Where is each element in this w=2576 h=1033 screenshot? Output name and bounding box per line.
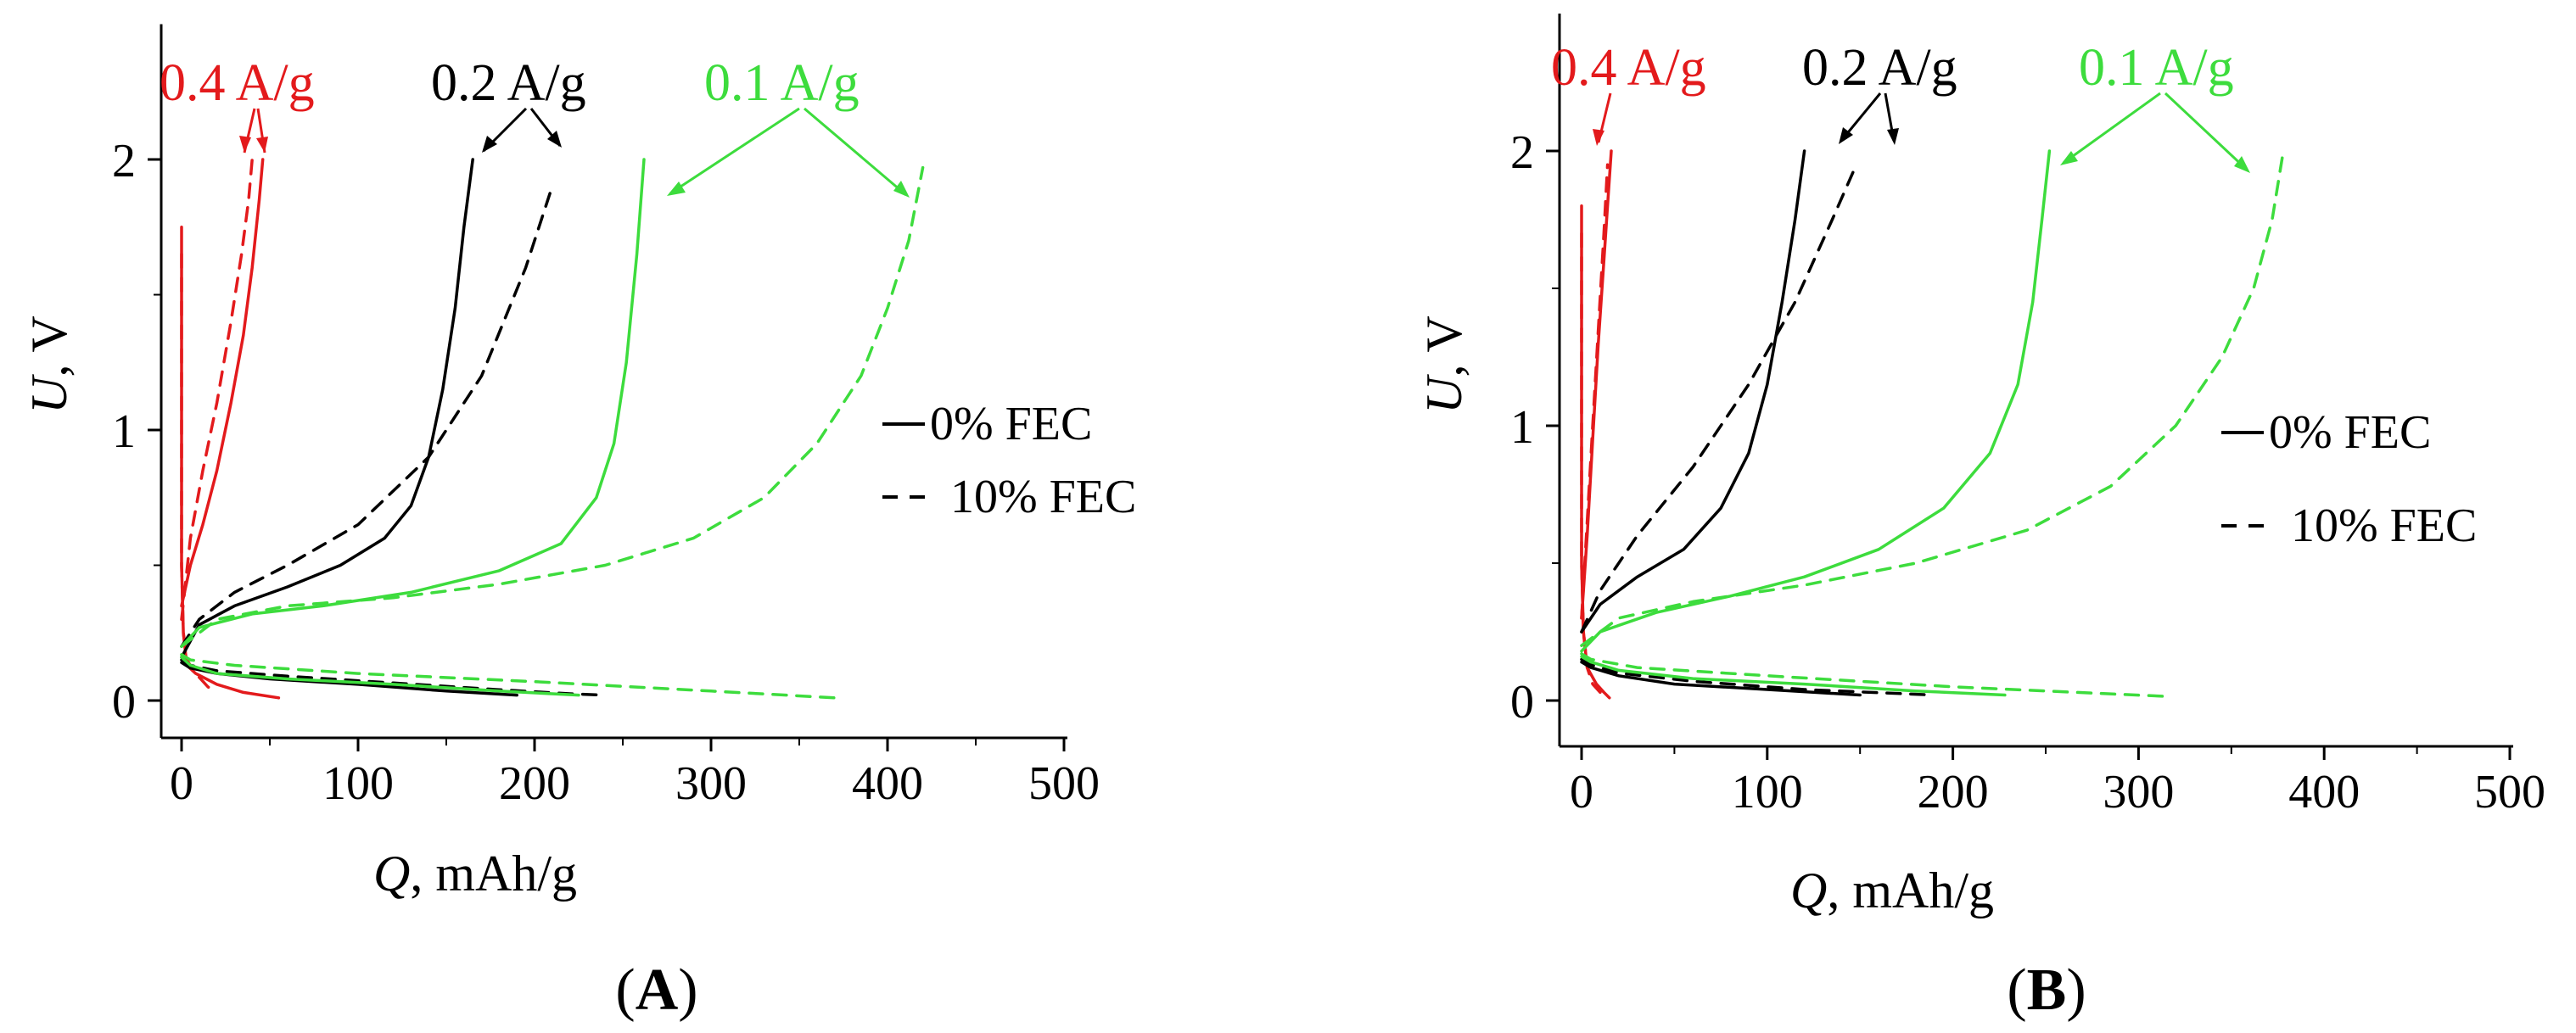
panel-b-arrowhead-black-dashed [1887,128,1899,145]
panel-b-x-tick-label: 200 [1918,766,1989,818]
panel-b-annotation-0-1: 0.1 A/g [2079,39,2234,97]
panel-a-series-01-fec0-9 [180,158,646,648]
panel-b-series-01-fec10-11 [1580,149,2285,647]
panel-a-legend-dashed-label: 10% FEC [950,471,1136,523]
panel-b-series-01-fec0-8 [1580,655,2007,697]
panel-a-arrowhead-red-dashed [256,137,268,153]
panel-b-y-tick-label: 1 [1510,401,1534,454]
panel-b-arrowhead-black-solid [1839,127,1853,144]
panel-a-x-tick-label: 200 [499,757,570,810]
panel-a-arrowhead-black-dashed [547,131,562,148]
panel-b-ticks: 0 100 200 300 400 500 0 1 2 [1510,126,2545,818]
panel-b-x-tick-label: 400 [2288,766,2360,818]
panel-a-series-04-fec0-0 [180,226,281,700]
panel-b-legend-dashed-label: 10% FEC [2291,500,2477,552]
panel-b-arrow-green-solid [2063,92,2161,165]
panel-a-annotations: 0.4 A/g 0.2 A/g 0.1 A/g [160,54,910,198]
panel-a-arrowhead-red-solid [239,136,251,153]
panel-b-legend-solid-label: 0% FEC [2269,406,2431,459]
panel-b-chart: 0 100 200 300 400 500 0 1 2 Q, mAh/g U, V 0% FEC… [1416,14,2545,1023]
panel-a-y-tick-label: 1 [112,405,136,458]
panel-a-annotation-0-2: 0.2 A/g [431,54,586,112]
panel-b-arrowhead-red [1593,129,1604,146]
panel-b-series-04-fec10-2 [1580,232,1602,695]
panel-a-series-04-fec10-2 [180,252,219,695]
panel-b-series-04-fec10-3 [1580,163,1610,620]
panel-a-label: (A) [615,958,697,1023]
panel-b-x-axis-label: Q, mAh/g [1790,863,1994,919]
panel-b-curves [1580,149,2285,700]
panel-a-series-04-fec10-3 [180,158,254,622]
panel-a-series-02-fec10-7 [180,185,554,648]
panel-b-series-01-fec10-10 [1580,652,2168,698]
panel-b-axes [1558,14,2513,748]
panel-a-annotation-0-1: 0.1 A/g [704,54,860,112]
panel-a-arrowhead-green-dashed [893,181,910,198]
panel-a-arrow-green-dashed [804,107,907,197]
panel-b-x-tick-label: 0 [1570,766,1593,818]
panel-b-arrowhead-green-solid [2060,151,2078,165]
panel-b-series-02-fec0-4 [1580,660,1862,697]
panel-b-series-02-fec0-5 [1580,149,1806,634]
panel-b-series-02-fec10-6 [1580,657,1936,697]
panel-a-series-04-fec0-1 [180,158,265,608]
panel-a-legend: 0% FEC 10% FEC [882,398,1136,523]
panel-a-x-tick-label: 100 [322,757,394,810]
panel-a-x-axis-label: Q, mAh/g [373,846,577,902]
panel-a-arrowhead-green-solid [667,181,686,196]
panel-b-y-tick-label: 0 [1510,676,1534,729]
panel-b-legend: 0% FEC 10% FEC [2221,406,2477,552]
panel-b-arrow-green-dashed [2164,92,2248,171]
panel-a-y-tick-label: 2 [112,135,136,187]
panel-a-x-tick-label: 500 [1028,757,1100,810]
panel-a-arrow-green-solid [669,107,800,195]
panel-b-x-tick-label: 500 [2474,766,2545,818]
panel-a-x-tick-label: 0 [170,757,193,810]
panel-a-y-tick-label: 0 [112,676,136,729]
panel-a-legend-solid-label: 0% FEC [930,398,1092,450]
panel-a-x-tick-label: 300 [675,757,747,810]
panel-a-series-01-fec0-8 [180,656,580,697]
panel-a-chart: 0 100 200 300 400 500 0 1 2 Q, mAh/g U, V 0% FEC… [21,24,1136,1023]
panel-a-series-02-fec0-5 [180,158,474,659]
panel-b-annotation-0-2: 0.2 A/g [1802,39,1957,97]
panel-b-x-tick-label: 300 [2103,766,2174,818]
panel-a-x-tick-label: 400 [852,757,923,810]
panel-b-y-axis-label: U, V [1416,315,1472,414]
panel-b-label: (B) [2007,958,2086,1023]
panel-b-annotations: 0.4 A/g 0.2 A/g 0.1 A/g [1551,39,2250,173]
panel-b-series-01-fec0-9 [1580,149,2052,653]
panel-a-arrowhead-black-solid [482,136,497,153]
panel-b-arrowhead-green-dashed [2234,156,2250,173]
panel-a-y-axis-label: U, V [21,315,77,414]
panel-b-y-tick-label: 2 [1510,126,1534,179]
panel-b-x-tick-label: 100 [1732,766,1803,818]
panel-a-curves [180,158,925,700]
panel-a-series-01-fec10-11 [180,165,925,648]
panel-a-annotation-0-4: 0.4 A/g [160,54,315,112]
panel-b-annotation-0-4: 0.4 A/g [1551,39,1706,97]
panel-b-series-02-fec10-7 [1580,163,1858,634]
panel-a-ticks: 0 100 200 300 400 500 0 1 2 [112,135,1100,810]
panel-a-series-01-fec10-10 [180,653,837,700]
panel-a-axes [160,24,1067,740]
